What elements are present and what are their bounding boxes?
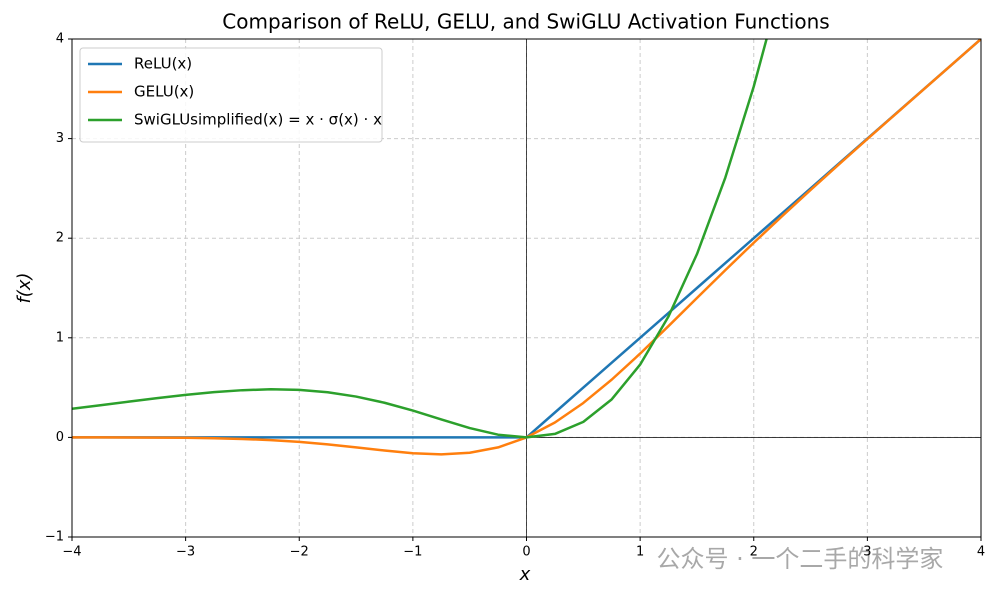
- x-tick-label: −2: [290, 545, 309, 560]
- x-tick-label: 2: [750, 545, 758, 560]
- x-tick-label: 1: [636, 545, 644, 560]
- x-tick-label: 4: [977, 545, 985, 560]
- chart-title: Comparison of ReLU, GELU, and SwiGLU Act…: [222, 10, 829, 34]
- legend-box: [79, 47, 383, 143]
- legend-label: SwiGLUsimplified(x) = x · σ(x) · x: [134, 111, 382, 129]
- y-axis-label: f(x): [14, 272, 35, 303]
- x-tick-label: −1: [403, 545, 422, 560]
- y-tick-label: 0: [56, 430, 64, 445]
- watermark: 公众号 · 一个二手的科学家: [657, 545, 944, 573]
- y-tick-label: −1: [45, 530, 64, 545]
- legend-label: GELU(x): [134, 83, 194, 101]
- x-tick-label: −3: [176, 545, 195, 560]
- y-tick-label: 3: [56, 131, 64, 146]
- x-tick-label: 3: [863, 545, 871, 560]
- plot-area: [72, 39, 981, 456]
- y-tick-label: 4: [56, 32, 64, 47]
- x-axis-label: x: [519, 564, 531, 585]
- legend-label: ReLU(x): [134, 55, 192, 73]
- x-tick-label: 0: [522, 545, 530, 560]
- plot-frame: [71, 38, 982, 538]
- y-tick-label: 1: [56, 330, 64, 345]
- x-tick-label: −4: [62, 545, 81, 560]
- line-series: [72, 39, 768, 439]
- y-tick-label: 2: [56, 231, 64, 246]
